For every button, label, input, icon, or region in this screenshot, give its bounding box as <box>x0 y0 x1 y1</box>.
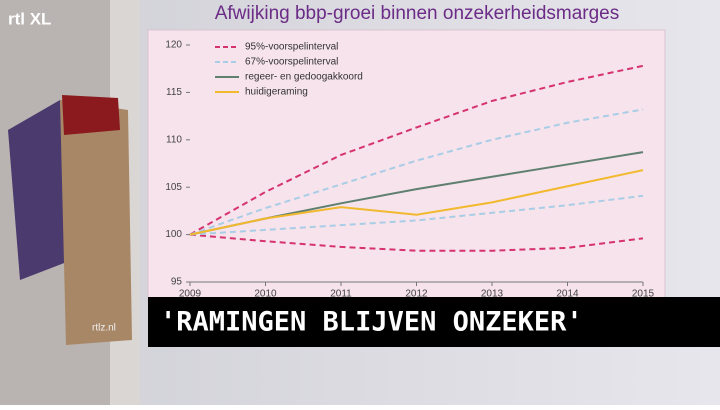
x-tick-label: 2013 <box>481 289 504 300</box>
bag-brown <box>60 100 132 345</box>
series-line <box>189 194 644 236</box>
x-tick-label: 2015 <box>632 289 655 300</box>
x-tick-label: 2009 <box>179 289 202 300</box>
chart: 95 100 105 110 115 120 2009 2010 2011 2012 2013 201… <box>165 40 654 300</box>
banner <box>148 297 720 347</box>
x-tick-label: 2011 <box>330 289 352 300</box>
bag-purple <box>8 100 72 280</box>
y-tick-label: 115 <box>166 87 182 98</box>
y-tick-label: 100 <box>165 229 182 240</box>
x-tick-label: 2014 <box>556 289 579 300</box>
series-line <box>189 233 644 252</box>
legend-label: 67%-voorspelinterval <box>245 57 338 68</box>
bag-red <box>62 95 120 135</box>
caption: 'RAMINGEN BLIJVEN ONZEKER' <box>160 307 583 338</box>
legend-label: huidigeraming <box>245 87 308 98</box>
y-tick-label: 105 <box>165 182 182 193</box>
y-tick-label: 110 <box>166 134 182 145</box>
series-line <box>189 169 644 236</box>
y-tick-label: 95 <box>171 277 183 288</box>
logo: rtl XL <box>8 9 51 28</box>
legend-label: regeer- en gedoogakkoord <box>245 72 363 83</box>
chart-title: Afwijking bbp-groei binnen onzekerheidsm… <box>215 3 620 24</box>
x-tick-label: 2010 <box>254 289 277 300</box>
series-line <box>189 108 644 236</box>
watermark: rtlz.nl <box>92 323 116 334</box>
series-line <box>189 64 644 236</box>
y-tick-label: 120 <box>165 40 182 51</box>
legend-label: 95%-voorspelinterval <box>245 42 338 53</box>
x-tick-label: 2012 <box>405 289 428 300</box>
plot-background <box>147 29 666 303</box>
